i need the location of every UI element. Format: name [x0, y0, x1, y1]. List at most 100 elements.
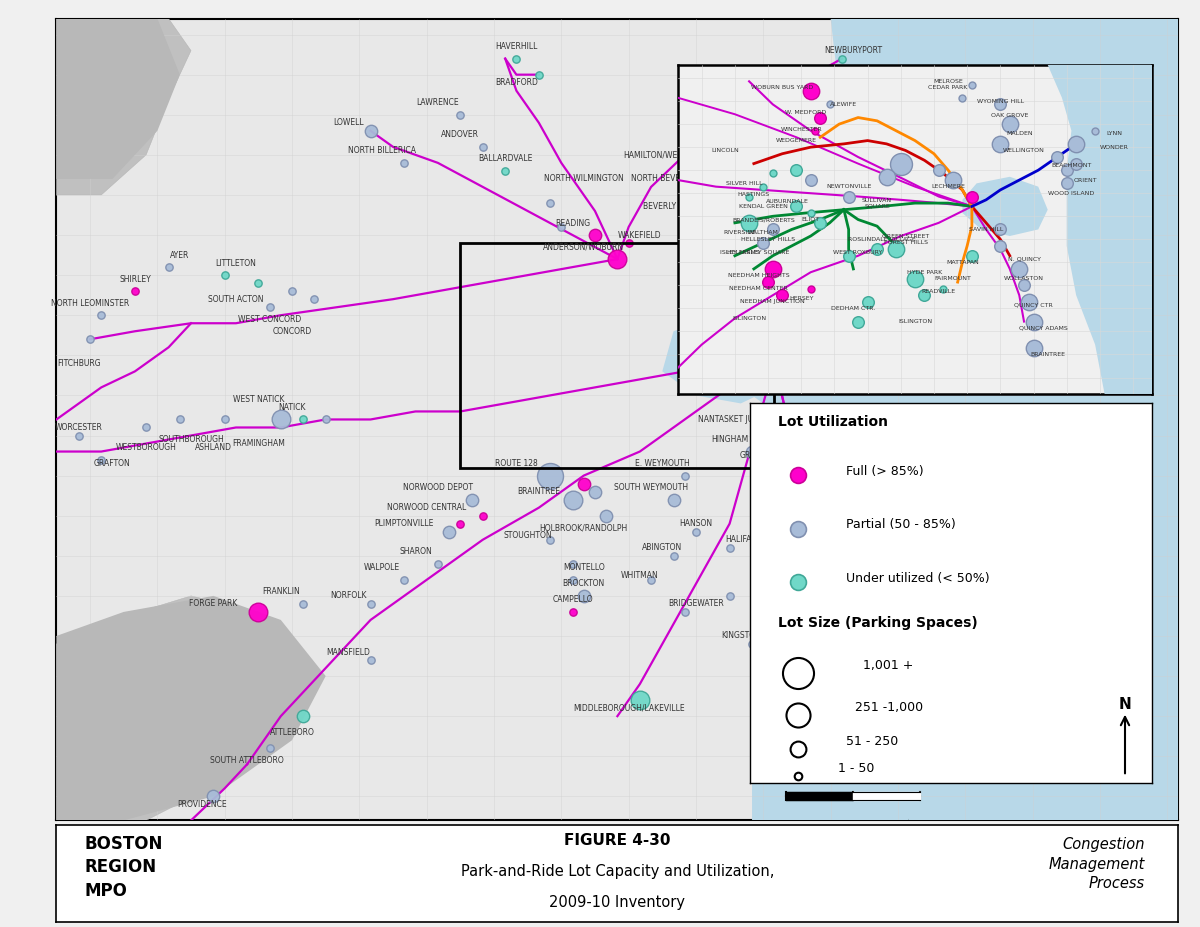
Text: OAK GROVE: OAK GROVE [991, 113, 1028, 119]
Text: HELLESLEY HILLS: HELLESLEY HILLS [740, 236, 796, 242]
Text: READING: READING [554, 219, 590, 227]
Text: WINCHESTER: WINCHESTER [780, 127, 822, 132]
Point [1057, 163, 1076, 178]
Text: MANSFIELD: MANSFIELD [326, 647, 370, 656]
Point [529, 68, 548, 83]
Text: FORGE PARK: FORGE PARK [190, 600, 238, 608]
Point [720, 589, 739, 603]
Point [810, 637, 829, 652]
Text: FAIRMOUNT: FAIRMOUNT [935, 276, 971, 281]
Text: ELIOT: ELIOT [802, 217, 820, 222]
Text: IPSWICH: IPSWICH [702, 107, 734, 115]
Point [1057, 176, 1076, 191]
Text: ROUTE 128: ROUTE 128 [496, 459, 538, 468]
Point [294, 412, 313, 426]
Point [1048, 149, 1067, 164]
Text: SILVER HILL: SILVER HILL [726, 181, 763, 185]
Polygon shape [662, 315, 786, 403]
Point [1024, 340, 1043, 355]
Point [820, 97, 839, 112]
Point [802, 172, 821, 187]
Text: FRAMINGHAM: FRAMINGHAM [232, 439, 284, 448]
Text: WESTBOROUGH: WESTBOROUGH [115, 443, 176, 452]
Point [839, 248, 858, 263]
Point [739, 215, 758, 230]
Text: SHARON: SHARON [400, 547, 432, 556]
Point [439, 525, 458, 540]
Text: WONDER: WONDER [1099, 145, 1128, 149]
Point [596, 508, 616, 523]
Text: 1 - 50: 1 - 50 [839, 762, 875, 775]
Point [697, 163, 716, 178]
Text: LITTLETON: LITTLETON [216, 259, 257, 268]
Point [787, 501, 806, 515]
Text: BOSTON
REGION
MPO: BOSTON REGION MPO [84, 834, 163, 900]
Text: MALDEN: MALDEN [1006, 132, 1032, 136]
Point [473, 508, 492, 523]
Point [866, 132, 886, 146]
Text: BEACHMONT: BEACHMONT [1051, 163, 1092, 168]
Text: SALEM: SALEM [739, 226, 764, 235]
Text: WAKEFIELD: WAKEFIELD [618, 231, 661, 239]
Text: BRANDEIS/ROBERTS: BRANDEIS/ROBERTS [732, 217, 794, 222]
Text: 4: 4 [851, 778, 856, 786]
Point [676, 604, 695, 619]
Text: COHASSET: COHASSET [754, 427, 794, 436]
Text: CONCORD: CONCORD [272, 326, 312, 336]
Text: WEST CONCORD: WEST CONCORD [238, 315, 301, 324]
Text: 2009-10 Inventory: 2009-10 Inventory [550, 895, 685, 910]
Text: BROCKTON: BROCKTON [563, 579, 605, 589]
Text: DEDHAM CTR.: DEDHAM CTR. [832, 306, 876, 311]
Point [506, 51, 526, 66]
Text: 8 Miles: 8 Miles [920, 778, 950, 786]
Polygon shape [719, 291, 864, 412]
Text: HINGHAM: HINGHAM [710, 435, 749, 444]
Point [137, 420, 156, 435]
Text: STOUGHTON: STOUGHTON [503, 531, 552, 540]
Point [788, 521, 808, 536]
Polygon shape [962, 177, 1048, 236]
Text: SOUTHBOROUGH: SOUTHBOROUGH [158, 435, 224, 444]
Text: NEEDHAM JUNCTION: NEEDHAM JUNCTION [740, 299, 805, 304]
Point [754, 179, 773, 194]
Text: NORWOOD DEPOT: NORWOOD DEPOT [403, 483, 473, 492]
Point [914, 288, 934, 303]
Text: WALTHAM: WALTHAM [748, 230, 779, 235]
Text: NEWBURYPORT: NEWBURYPORT [824, 46, 882, 55]
Point [1086, 123, 1105, 138]
Point [788, 742, 808, 756]
Text: LYNN: LYNN [1106, 132, 1122, 136]
Text: HAVERHILL: HAVERHILL [496, 42, 538, 51]
Point [294, 709, 313, 724]
Text: NORTH BEVERLY: NORTH BEVERLY [631, 174, 694, 184]
Text: FITCHBURG: FITCHBURG [58, 359, 101, 368]
Point [158, 260, 179, 274]
Point [451, 108, 470, 122]
Point [787, 196, 806, 210]
Point [763, 166, 782, 181]
Text: W. MEDFORD: W. MEDFORD [785, 110, 827, 115]
Text: WOBURN BUS YARD: WOBURN BUS YARD [751, 85, 814, 91]
Point [991, 97, 1010, 112]
Text: BRADFORD: BRADFORD [494, 78, 538, 87]
Point [811, 110, 830, 125]
Point [316, 412, 335, 426]
Point [563, 492, 582, 507]
Text: HALIFAX: HALIFAX [725, 535, 757, 544]
Text: ANDOVER: ANDOVER [442, 131, 479, 139]
Point [395, 156, 414, 171]
Text: GREENBUSH: GREENBUSH [739, 451, 787, 460]
Point [1019, 295, 1038, 310]
Text: HASTINGS: HASTINGS [738, 193, 770, 197]
Point [763, 222, 782, 237]
Point [787, 199, 806, 214]
Point [170, 412, 190, 426]
Point [1001, 117, 1020, 132]
Point [763, 261, 782, 276]
Text: WYOMING HILL: WYOMING HILL [977, 98, 1024, 104]
Text: N. QUINCY: N. QUINCY [1008, 257, 1040, 261]
Text: SWAMPSCOTT: SWAMPSCOTT [737, 247, 790, 256]
Point [563, 572, 582, 588]
Text: LECHMERE: LECHMERE [931, 184, 965, 189]
Point [642, 572, 661, 588]
